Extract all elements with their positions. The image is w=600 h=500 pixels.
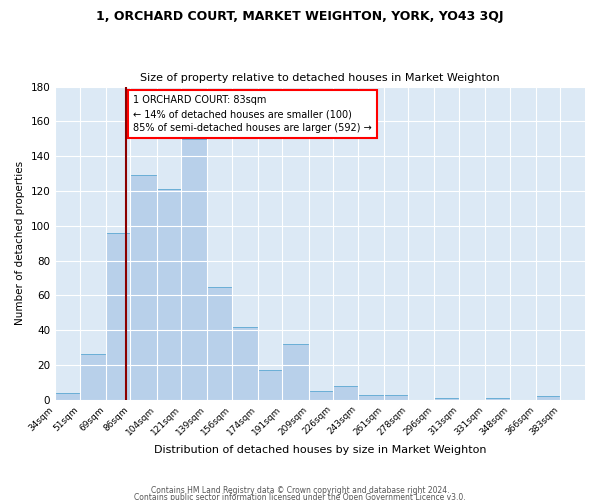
Bar xyxy=(434,398,459,400)
Bar xyxy=(130,176,157,400)
Bar xyxy=(536,396,560,400)
Bar xyxy=(384,394,409,400)
Bar xyxy=(358,394,384,400)
Bar xyxy=(181,138,207,400)
Text: 1 ORCHARD COURT: 83sqm
← 14% of detached houses are smaller (100)
85% of semi-de: 1 ORCHARD COURT: 83sqm ← 14% of detached… xyxy=(133,96,372,134)
Bar xyxy=(485,398,510,400)
Bar xyxy=(258,370,283,400)
Bar xyxy=(55,393,80,400)
X-axis label: Distribution of detached houses by size in Market Weighton: Distribution of detached houses by size … xyxy=(154,445,487,455)
Bar xyxy=(308,391,333,400)
Bar xyxy=(333,386,358,400)
Bar xyxy=(207,286,232,400)
Bar xyxy=(106,232,130,400)
Bar xyxy=(283,344,308,400)
Bar xyxy=(80,354,106,400)
Bar xyxy=(157,189,181,400)
Text: Contains HM Land Registry data © Crown copyright and database right 2024.: Contains HM Land Registry data © Crown c… xyxy=(151,486,449,495)
Text: Contains public sector information licensed under the Open Government Licence v3: Contains public sector information licen… xyxy=(134,494,466,500)
Text: 1, ORCHARD COURT, MARKET WEIGHTON, YORK, YO43 3QJ: 1, ORCHARD COURT, MARKET WEIGHTON, YORK,… xyxy=(96,10,504,23)
Bar xyxy=(232,326,258,400)
Title: Size of property relative to detached houses in Market Weighton: Size of property relative to detached ho… xyxy=(140,73,500,83)
Y-axis label: Number of detached properties: Number of detached properties xyxy=(15,161,25,325)
